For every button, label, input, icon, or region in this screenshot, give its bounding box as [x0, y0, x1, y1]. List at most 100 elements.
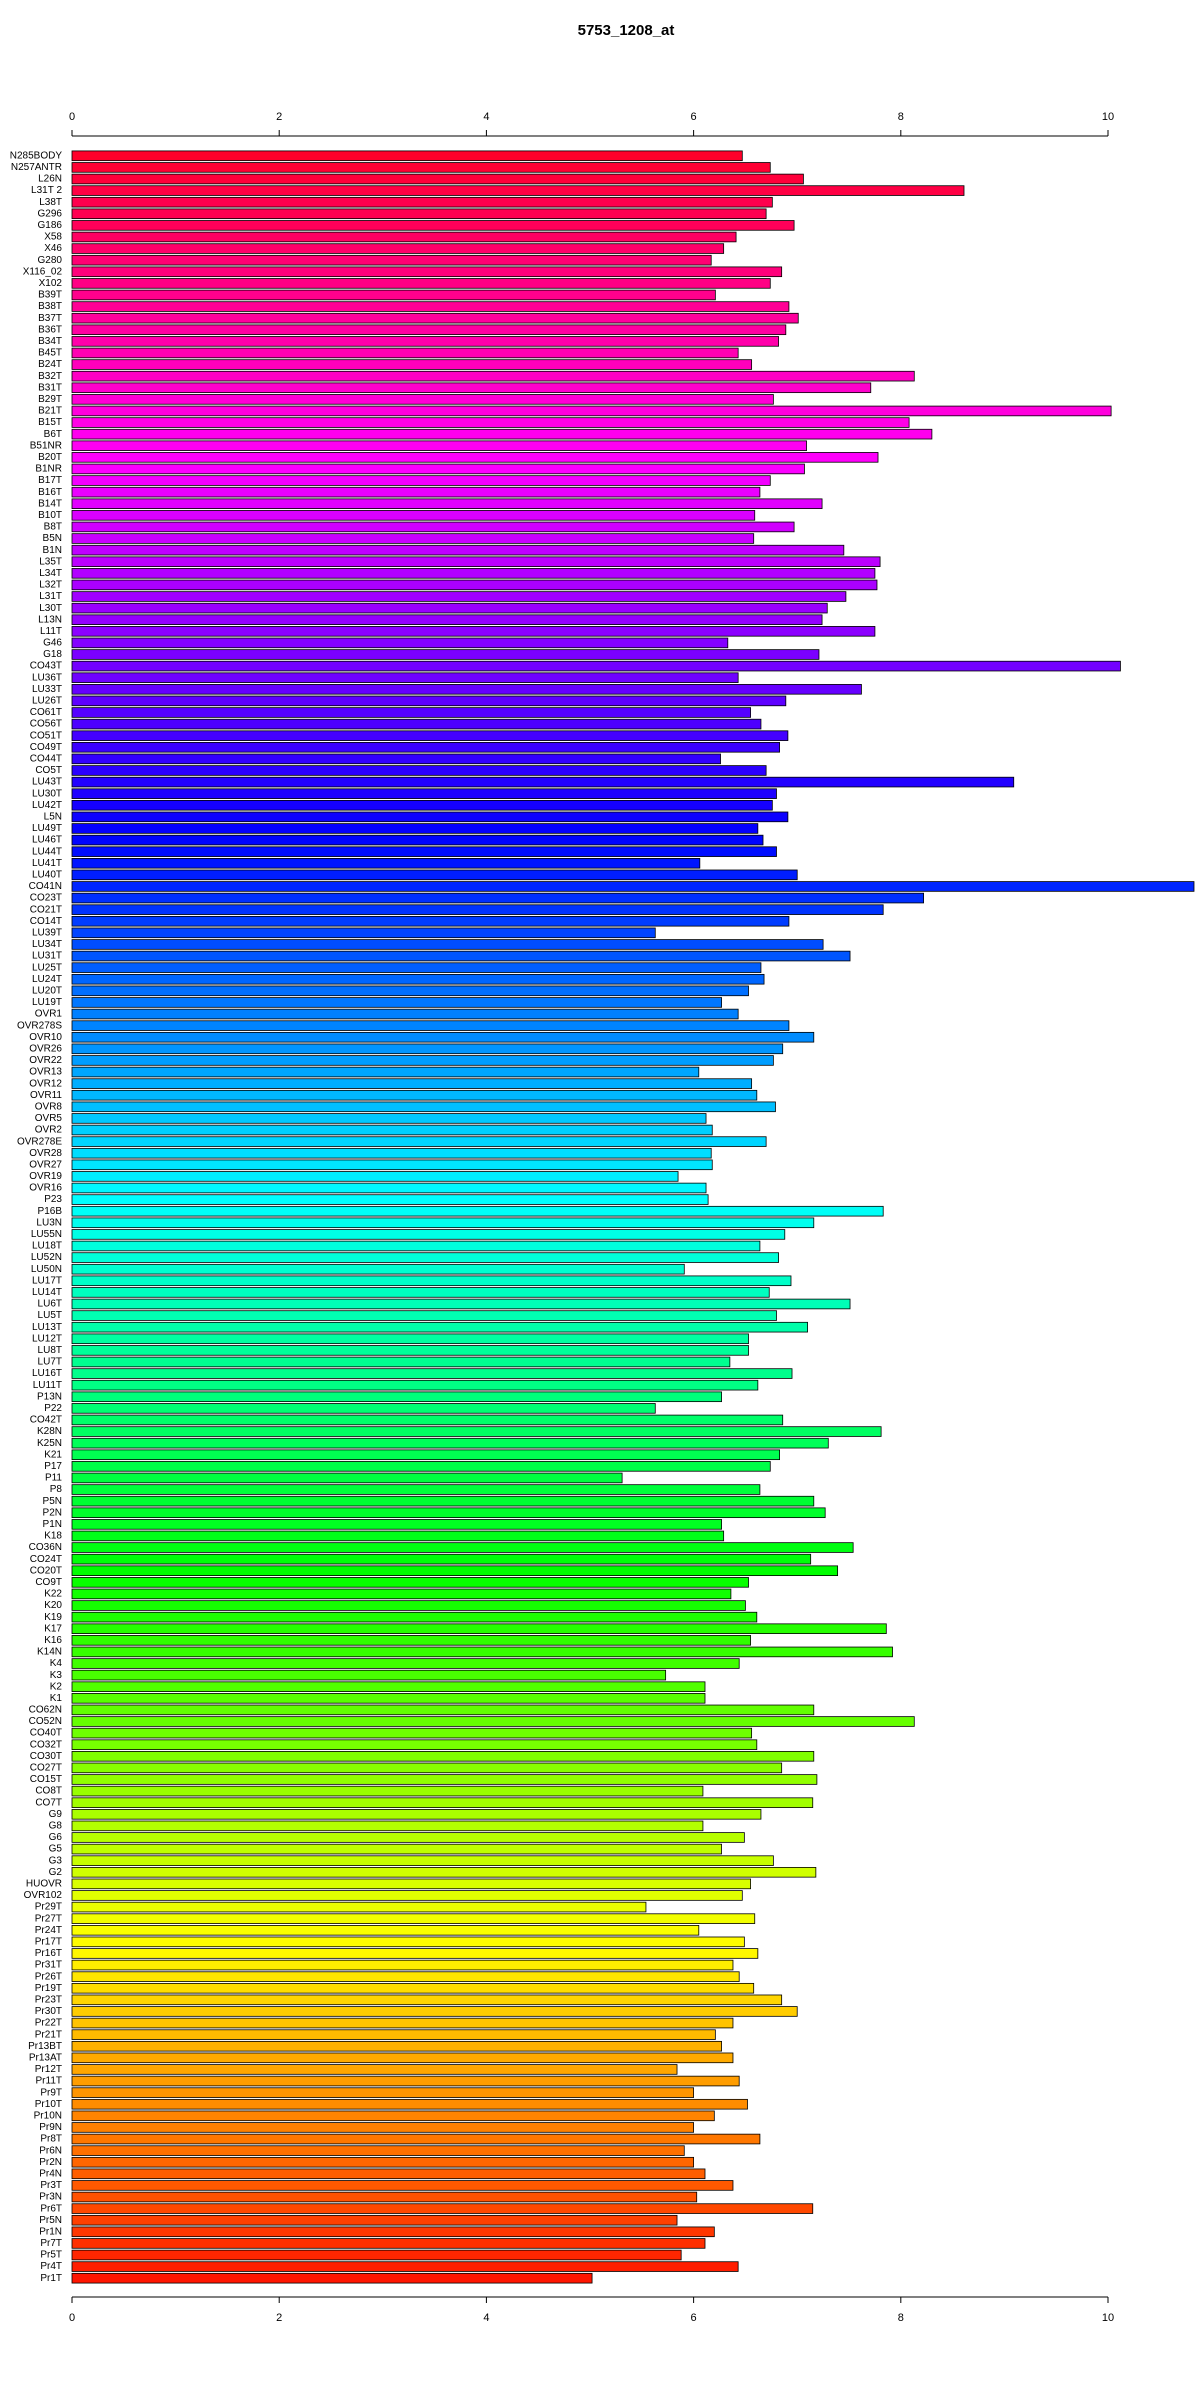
bar [71, 684, 862, 695]
category-label: LU20T [32, 985, 62, 996]
category-label: B5N [43, 533, 62, 544]
bar [71, 1043, 784, 1055]
x-tick-label: 8 [898, 2312, 904, 2324]
category-label: B14T [38, 498, 62, 509]
bar [71, 185, 965, 196]
bar [71, 1681, 706, 1692]
bar [71, 1890, 743, 1901]
bar [71, 1519, 722, 1530]
category-label: CO24T [30, 1554, 62, 1565]
category-label: Pr7T [40, 2238, 62, 2249]
bar [71, 2064, 678, 2075]
bar [71, 1507, 826, 1519]
category-label: CO15T [30, 1774, 62, 1785]
category-label: L31T 2 [31, 185, 62, 196]
category-label: G3 [49, 1855, 63, 1866]
category-label: LU39T [32, 927, 62, 938]
category-label: LU44T [32, 846, 62, 857]
category-label: B21T [38, 406, 62, 417]
bar [71, 1623, 887, 1634]
category-label: G6 [49, 1832, 63, 1843]
bar [71, 521, 795, 533]
category-label: Pr12T [35, 2064, 62, 2075]
bar [71, 707, 751, 718]
bar [71, 1751, 815, 1762]
category-label: LU5T [38, 1310, 62, 1321]
bar [71, 1437, 829, 1449]
bar [71, 1924, 700, 1936]
bar [71, 382, 872, 394]
bar [71, 1901, 647, 1913]
bar [71, 1878, 751, 1890]
category-label: K21 [44, 1449, 62, 1460]
bar [71, 800, 773, 811]
bar [71, 857, 701, 869]
category-label: K22 [44, 1589, 62, 1600]
bar [71, 2098, 748, 2110]
bar [71, 1182, 707, 1194]
category-label: OVR11 [30, 1090, 62, 1101]
category-label: OVR102 [24, 1890, 63, 1901]
category-label: G8 [49, 1821, 63, 1832]
category-label: Pr5T [40, 2250, 62, 2261]
category-label: CO40T [30, 1728, 62, 1739]
category-label: X46 [44, 243, 62, 254]
category-label: Pr4N [39, 2168, 62, 2179]
bar [71, 1913, 756, 1924]
bar [71, 2145, 685, 2156]
bar [71, 1565, 839, 1577]
category-label: LU30T [32, 788, 62, 799]
bar [71, 973, 765, 985]
bar [71, 2006, 798, 2017]
bar [71, 254, 712, 266]
category-label: G5 [49, 1844, 63, 1855]
category-label: K14N [37, 1647, 62, 1658]
bar [71, 2214, 678, 2226]
bar [71, 1113, 707, 1124]
category-label: Pr19T [35, 1983, 62, 1994]
bar [71, 2249, 682, 2261]
x-tick-label: 6 [691, 2312, 697, 2324]
category-label: Pr16T [35, 1948, 62, 1959]
category-label: L35T [39, 556, 62, 567]
category-label: Pr4T [40, 2261, 62, 2272]
bar [71, 1229, 786, 1240]
bar [71, 904, 884, 915]
category-label: B51NR [30, 440, 62, 451]
bar [71, 1379, 759, 1391]
category-label: Pr24T [35, 1925, 62, 1936]
bar [71, 1855, 774, 1866]
category-label: LU42T [32, 800, 62, 811]
bar [71, 1298, 851, 1310]
category-label: B45T [38, 348, 62, 359]
category-label: CO52N [29, 1716, 62, 1727]
category-label: CO5T [35, 765, 62, 776]
category-label: LU26T [32, 696, 62, 707]
bar [71, 475, 771, 486]
bar [71, 985, 749, 997]
bar [71, 1542, 854, 1553]
category-label: B24T [38, 359, 62, 370]
category-label: LU19T [32, 997, 62, 1008]
category-label: LU16T [32, 1368, 62, 1379]
bar [71, 823, 759, 834]
bar [71, 568, 876, 579]
category-label: CO30T [30, 1751, 62, 1762]
category-label: LU43T [32, 777, 62, 788]
bar [71, 1727, 753, 1739]
bar [71, 1994, 783, 2006]
category-label: CO20T [30, 1565, 62, 1576]
category-label: X116_02 [23, 266, 63, 277]
category-label: LU18T [32, 1241, 62, 1252]
category-label: K1 [50, 1693, 63, 1704]
category-label: OVR2 [35, 1125, 63, 1136]
category-label: Pr5N [39, 2215, 62, 2226]
bar [71, 1356, 731, 1368]
category-label: OVR27 [29, 1159, 62, 1170]
category-label: CO23T [30, 893, 62, 904]
bar [71, 1762, 783, 1774]
bar [71, 394, 774, 405]
category-label: K19 [44, 1612, 62, 1623]
category-label: LU41T [32, 858, 62, 869]
bar [71, 208, 767, 220]
